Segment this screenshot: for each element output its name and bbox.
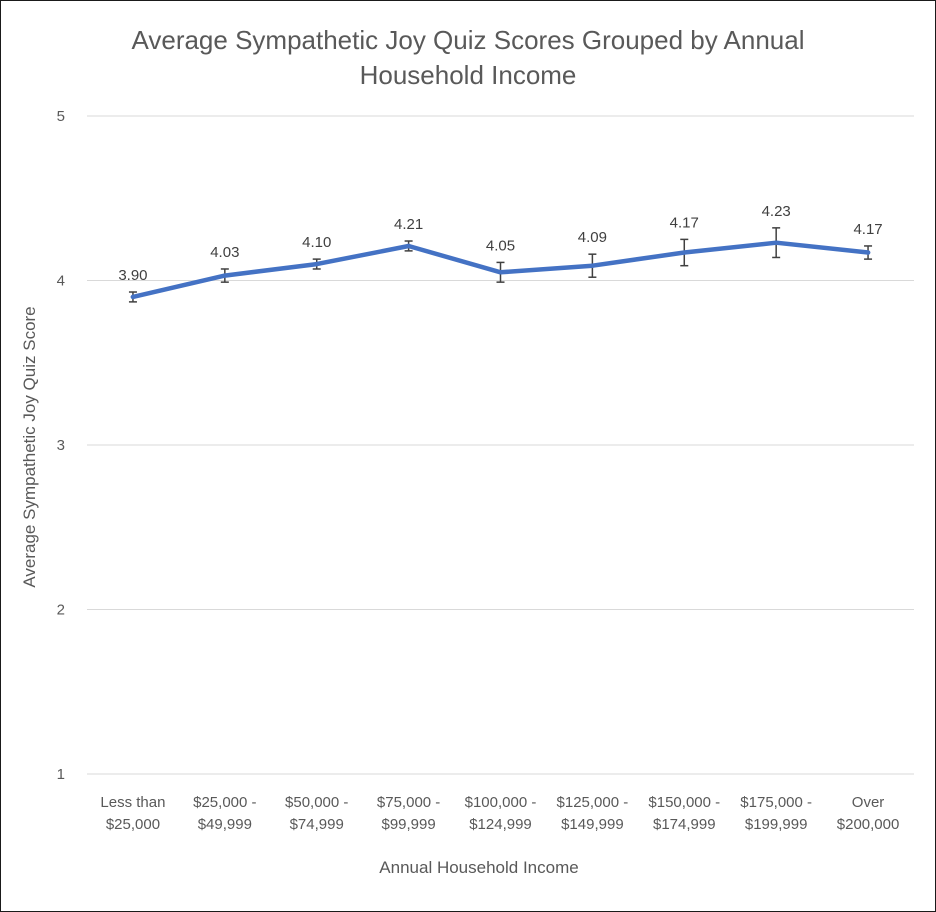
x-axis-title: Annual Household Income bbox=[379, 858, 578, 877]
data-point-0 bbox=[130, 294, 136, 300]
x-category-label-6: $150,000 -$174,999 bbox=[648, 794, 720, 833]
data-label-3: 4.21 bbox=[394, 216, 423, 233]
x-axis-categories: Less than $25,000 $25,000 -$49,999 $50,000 … bbox=[100, 794, 899, 833]
x-category-label-8: Over $200,000 bbox=[837, 794, 900, 833]
y-axis-title: Average Sympathetic Joy Quiz Score bbox=[20, 306, 39, 587]
data-point-5 bbox=[590, 263, 595, 268]
y-tick-label-2: 3 bbox=[57, 437, 65, 454]
x-category-label-1: $25,000 -$49,999 bbox=[193, 794, 256, 833]
data-point-6 bbox=[682, 250, 687, 255]
data-point-3 bbox=[406, 243, 411, 249]
x-category-label-2: $50,000 -$74,999 bbox=[285, 794, 348, 833]
y-axis-ticks: 1 2 3 4 5 bbox=[57, 108, 65, 783]
x-category-label-0: Less than $25,000 bbox=[100, 794, 165, 833]
x-category-label-7: $175,000 -$199,999 bbox=[740, 794, 812, 833]
data-point-2 bbox=[314, 261, 319, 267]
x-category-label-4: $100,000 -$124,999 bbox=[465, 794, 537, 833]
chart-title-line-1: Average Sympathetic Joy Quiz Scores Grou… bbox=[131, 25, 804, 55]
x-category-label-5: $125,000 -$149,999 bbox=[557, 794, 629, 833]
y-tick-label-4: 5 bbox=[57, 108, 65, 125]
data-label-5: 4.09 bbox=[578, 229, 607, 246]
data-label-4: 4.05 bbox=[486, 237, 515, 254]
series-line bbox=[130, 240, 871, 300]
data-point-8 bbox=[865, 250, 871, 255]
chart-title-line-2: Household Income bbox=[360, 60, 577, 90]
data-label-8: 4.17 bbox=[853, 221, 882, 238]
data-label-0: 3.90 bbox=[118, 267, 147, 284]
data-labels: 3.90 4.03 4.10 4.21 4.05 4.09 4.17 4.23 4.17 bbox=[118, 203, 882, 284]
data-point-4 bbox=[498, 270, 503, 275]
x-category-label-3: $75,000 -$99,999 bbox=[377, 794, 440, 833]
data-label-1: 4.03 bbox=[210, 244, 239, 261]
y-tick-label-1: 2 bbox=[57, 602, 65, 619]
data-label-2: 4.10 bbox=[302, 234, 331, 251]
data-point-7 bbox=[773, 240, 779, 245]
data-label-6: 4.17 bbox=[670, 214, 699, 231]
y-tick-label-3: 4 bbox=[57, 273, 65, 290]
data-point-1 bbox=[222, 273, 228, 278]
data-label-7: 4.23 bbox=[762, 203, 791, 220]
y-tick-label-0: 1 bbox=[57, 766, 65, 783]
